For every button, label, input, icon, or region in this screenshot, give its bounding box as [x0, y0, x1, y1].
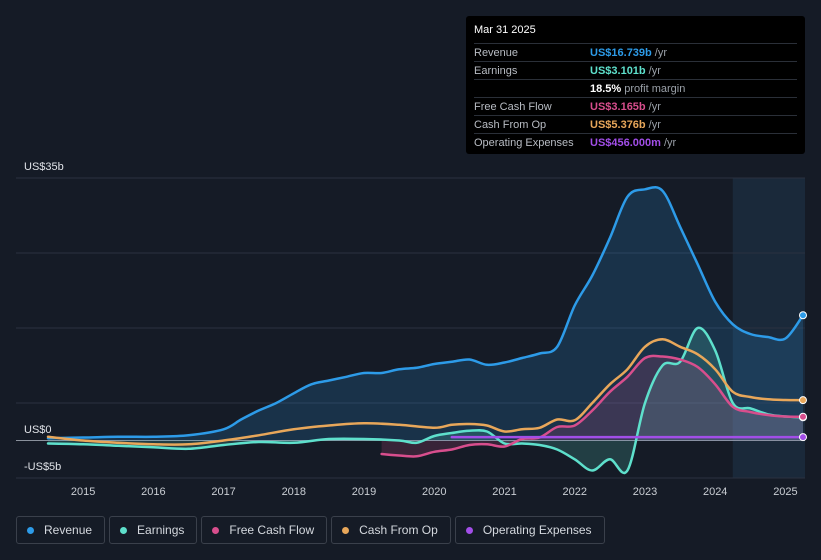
tooltip-value: US$16.739b	[590, 46, 652, 59]
y-label-bottom: -US$5b	[24, 461, 61, 473]
y-label-top: US$35b	[24, 161, 64, 173]
legend: Revenue Earnings Free Cash Flow Cash From O…	[16, 516, 609, 544]
tooltip-row: Revenue US$16.739b/yr	[474, 43, 797, 61]
legend-label: Free Cash Flow	[229, 523, 315, 537]
tooltip-label: Revenue	[474, 46, 519, 59]
tooltip-date: Mar 31 2025	[474, 24, 536, 36]
tooltip-value: US$3.101b	[590, 64, 646, 77]
tooltip-row: Earnings US$3.101b/yr	[474, 61, 797, 79]
tooltip-unit: /yr	[654, 46, 667, 59]
legend-item-operating-expenses[interactable]: Operating Expenses	[454, 516, 605, 544]
free-cash-flow-end-marker	[799, 412, 807, 421]
x-tick-label: 2022	[563, 486, 587, 498]
x-tick-label: 2016	[141, 486, 165, 498]
legend-dot-icon	[120, 526, 128, 534]
tooltip-unit: profit margin	[624, 82, 686, 95]
tooltip-row: Operating Expenses US$456.000m/yr	[474, 133, 797, 151]
tooltip-unit: /yr	[648, 100, 661, 113]
legend-dot-icon	[465, 526, 473, 534]
tooltip-value: US$456.000m	[590, 136, 661, 149]
legend-item-free-cash-flow[interactable]: Free Cash Flow	[201, 516, 328, 544]
tooltip-label: Free Cash Flow	[474, 100, 552, 113]
tooltip-label: Operating Expenses	[474, 136, 574, 149]
tooltip-row: 18.5% profit margin	[474, 79, 797, 97]
earnings-area	[48, 327, 803, 473]
legend-dot-icon	[27, 526, 34, 534]
x-tick-label: 2018	[282, 486, 306, 498]
revenue-area	[48, 187, 803, 441]
revenue-line	[46, 186, 805, 440]
x-tick-label: 2023	[633, 486, 657, 498]
legend-label: Earnings	[137, 523, 185, 537]
legend-item-revenue[interactable]: Revenue	[16, 516, 106, 544]
tooltip-label: Earnings	[474, 64, 518, 77]
legend-dot-icon	[212, 526, 220, 534]
legend-label: Operating Expenses	[482, 523, 592, 537]
tooltip-row: Free Cash Flow US$3.165b/yr	[474, 97, 797, 115]
x-tick-label: 2020	[422, 486, 446, 498]
tooltip-value: US$5.376b	[590, 118, 646, 131]
x-tick-label: 2021	[492, 486, 516, 498]
tooltip-value: US$3.165b	[590, 100, 646, 113]
tooltip-unit: /yr	[648, 64, 661, 77]
tooltip-unit: /yr	[648, 118, 661, 131]
tooltip-value: 18.5%	[590, 82, 622, 95]
legend-item-earnings[interactable]: Earnings	[109, 516, 198, 544]
x-tick-label: 2017	[211, 486, 235, 498]
x-tick-label: 2025	[773, 486, 797, 498]
y-label-zero: US$0	[24, 424, 52, 436]
x-tick-label: 2015	[71, 486, 95, 498]
cash-from-op-end-marker	[799, 396, 807, 405]
tooltip-unit: /yr	[663, 136, 677, 149]
tooltip-label: Cash From Op	[474, 118, 547, 131]
tooltip-panel: Mar 31 2025 Revenue US$16.739b/yr Earnings…	[466, 16, 805, 154]
revenue-end-marker	[799, 311, 807, 320]
legend-label: Revenue	[44, 523, 93, 537]
free-cash-flow-area	[381, 355, 803, 457]
x-tick-label: 2019	[352, 486, 376, 498]
x-tick-label: 2024	[703, 486, 727, 498]
legend-label: Cash From Op	[359, 523, 438, 537]
chart-plot: US$35b US$0 -US$5b 2015 2016 2017 2018 2019 2020…	[16, 161, 807, 498]
legend-item-cash-from-op[interactable]: Cash From Op	[331, 516, 451, 544]
tooltip-row: Cash From Op US$5.376b/yr	[474, 115, 797, 133]
legend-dot-icon	[342, 526, 350, 534]
operating-expenses-end-marker	[799, 433, 807, 442]
earnings-line	[46, 326, 805, 474]
free-cash-flow-line	[380, 354, 805, 458]
cash-from-op-line	[46, 338, 805, 446]
